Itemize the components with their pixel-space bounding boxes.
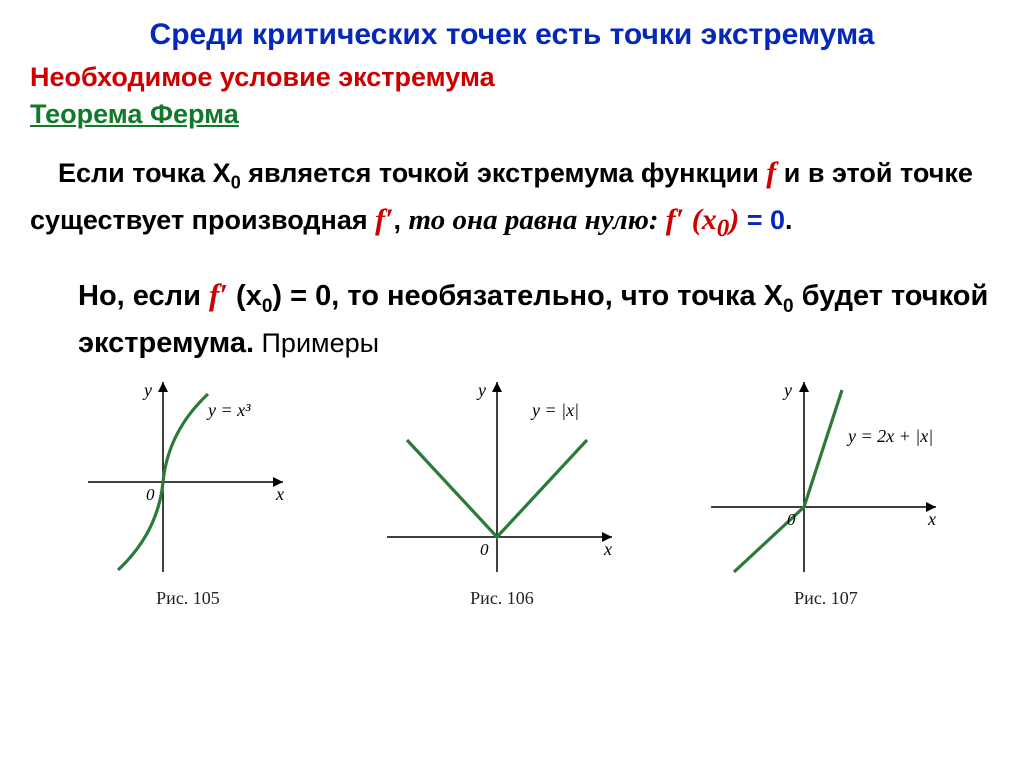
p1-eq-zero: = 0 (739, 205, 785, 235)
chart-2x-abs-svg: 0 x y y = 2x + |x| (696, 372, 956, 582)
chart3-y-label: y (782, 380, 792, 400)
paragraph-2: Но, если f′ (х0) = 0, то необязательно, … (30, 271, 994, 366)
chart2-x-label: x (603, 539, 612, 559)
p1-italic: то она равна нулю: (409, 204, 666, 236)
slide-title: Среди критических точек есть точки экстр… (30, 18, 994, 52)
subtitle-theorem: Теорема Ферма (30, 99, 994, 130)
chart2-origin: 0 (480, 540, 489, 559)
chart-2x-abs: 0 x y y = 2x + |x| Рис. 107 (696, 372, 956, 609)
p2-text-2: (х (228, 280, 262, 312)
p1-fprime: f′ (375, 203, 393, 236)
chart1-y-label: y (142, 380, 152, 400)
chart2-caption: Рис. 106 (470, 588, 534, 609)
paragraph-1: Если точка Х0 является точкой экстремума… (30, 150, 994, 249)
chart3-x-label: x (927, 509, 936, 529)
chart1-x-label: x (275, 484, 284, 504)
chart1-origin: 0 (146, 485, 155, 504)
chart3-origin: 0 (787, 510, 796, 529)
chart-cubic-svg: 0 x y y = x³ (68, 372, 308, 582)
chart1-caption: Рис. 105 (156, 588, 220, 609)
subtitle-condition: Необходимое условие экстремума (30, 62, 994, 93)
chart3-eq: y = 2x + |x| (846, 426, 933, 446)
p1-dot: . (785, 205, 793, 235)
p1-text-2: является точкой экстремума функции (241, 158, 767, 188)
chart-cubic: 0 x y y = x³ Рис. 105 (68, 372, 308, 609)
p1-fprime-x0: f′ (х0) (666, 203, 739, 236)
p1-x0: Х0 (213, 158, 241, 188)
chart2-y-label: y (476, 380, 486, 400)
chart3-caption: Рис. 107 (794, 588, 858, 609)
p2-text-4: то необязательно, что точка (339, 280, 763, 312)
p1-text-1: Если точка (58, 158, 213, 188)
p2-examples: Примеры (254, 328, 379, 358)
chart-abs-svg: 0 x y y = |x| (372, 372, 632, 582)
p2-x0: Х0 (764, 280, 794, 312)
p1-f: f (766, 156, 776, 189)
p2-fprime: f′ (209, 277, 228, 312)
charts-row: 0 x y y = x³ Рис. 105 0 x y y = |x| Рис.… (30, 372, 994, 609)
p2-text-1: Но, если (78, 280, 209, 312)
chart1-eq: y = x³ (206, 400, 251, 420)
chart-abs: 0 x y y = |x| Рис. 106 (372, 372, 632, 609)
chart2-eq: y = |x| (530, 400, 579, 420)
p1-text-4: , (394, 205, 409, 235)
p2-text-3: ) = 0, (272, 280, 339, 312)
